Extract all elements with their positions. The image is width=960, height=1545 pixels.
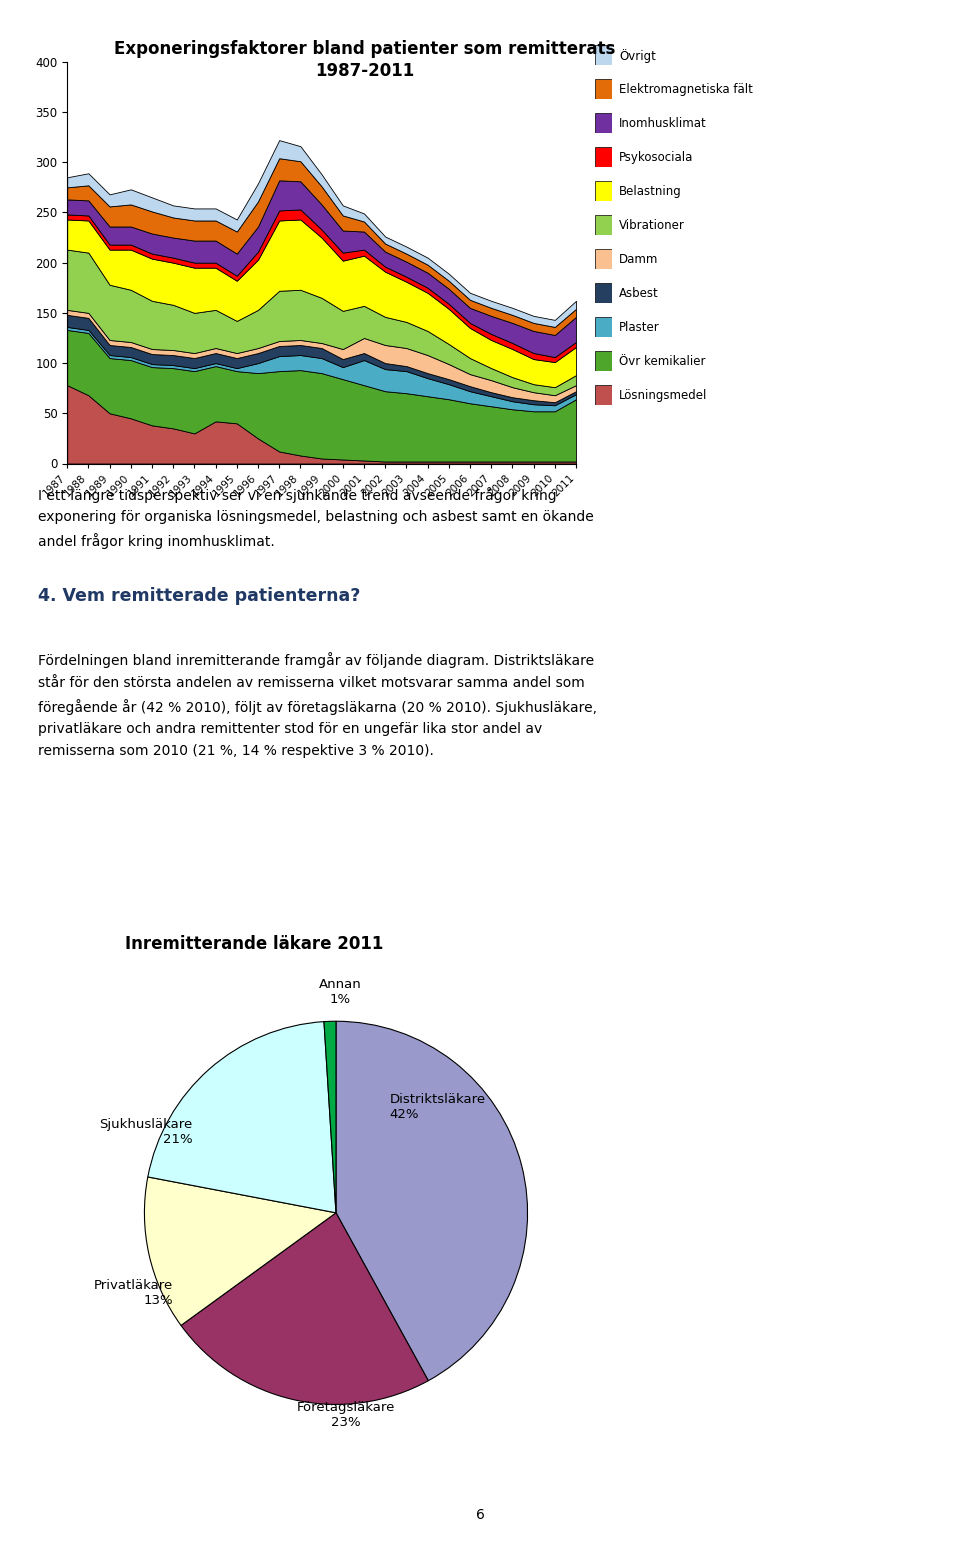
Wedge shape	[144, 1177, 336, 1326]
Text: Exponeringsfaktorer bland patienter som remitterats: Exponeringsfaktorer bland patienter som …	[114, 40, 615, 59]
Text: Sjukhusläkare
21%: Sjukhusläkare 21%	[99, 1119, 192, 1146]
Text: Företagsläkare
23%: Företagsläkare 23%	[297, 1401, 395, 1429]
Text: Elektromagnetiska fält: Elektromagnetiska fält	[619, 83, 753, 96]
Text: Damm: Damm	[619, 253, 659, 266]
Text: 1987-2011: 1987-2011	[315, 62, 415, 80]
Text: Övrigt: Övrigt	[619, 48, 656, 63]
Text: Fördelningen bland inremitterande framgår av följande diagram. Distriktsläkare
s: Fördelningen bland inremitterande framgå…	[38, 652, 597, 759]
Wedge shape	[148, 1021, 336, 1213]
Text: Lösningsmedel: Lösningsmedel	[619, 389, 708, 402]
Wedge shape	[181, 1213, 428, 1404]
Text: Psykosociala: Psykosociala	[619, 151, 693, 164]
Wedge shape	[336, 1021, 528, 1381]
Text: Inremitterande läkare 2011: Inremitterande läkare 2011	[125, 935, 383, 953]
Text: Övr kemikalier: Övr kemikalier	[619, 355, 706, 368]
Text: Asbest: Asbest	[619, 287, 659, 300]
Text: Belastning: Belastning	[619, 185, 682, 198]
Text: Privatläkare
13%: Privatläkare 13%	[94, 1279, 173, 1307]
Text: Vibrationer: Vibrationer	[619, 219, 685, 232]
Text: I ett längre tidsperspektiv ser vi en sjunkande trend avseende frågor kring
expo: I ett längre tidsperspektiv ser vi en sj…	[38, 487, 594, 550]
Text: 4. Vem remitterade patienterna?: 4. Vem remitterade patienterna?	[38, 587, 361, 606]
Text: Distriktsläkare
42%: Distriktsläkare 42%	[390, 1094, 486, 1122]
Text: Plaster: Plaster	[619, 321, 660, 334]
Text: Annan
1%: Annan 1%	[319, 978, 361, 1006]
Wedge shape	[324, 1021, 336, 1213]
Text: 6: 6	[475, 1508, 485, 1522]
Text: Inomhusklimat: Inomhusklimat	[619, 117, 707, 130]
